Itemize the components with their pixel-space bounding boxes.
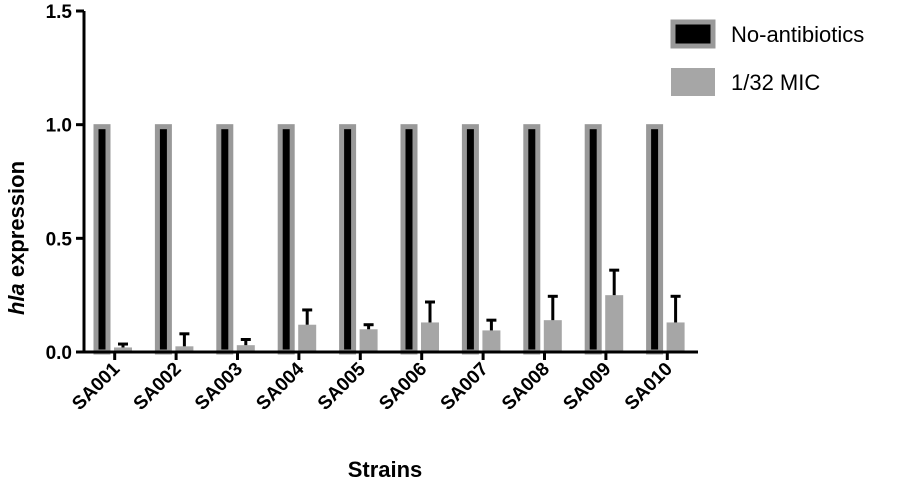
bar-no-antibiotics-sa002 xyxy=(154,124,172,355)
bar-1-32-mic-sa001 xyxy=(114,347,132,352)
legend-swatch-no-antibiotics xyxy=(670,19,716,49)
bar-no-antibiotics-sa010 xyxy=(646,124,664,355)
bar-1-32-mic-sa007 xyxy=(482,330,501,352)
y-tick-label: 0.0 xyxy=(46,343,72,364)
bar-no-antibiotics-sa001 xyxy=(93,124,111,355)
bar-no-antibiotics-sa006 xyxy=(400,124,418,355)
y-tick-label: 1.5 xyxy=(46,2,73,23)
y-axis-title: hla expression xyxy=(4,161,29,315)
x-tick-label-sa006: SA006 xyxy=(375,359,431,415)
x-tick-label-sa005: SA005 xyxy=(314,358,370,414)
x-tick-label-sa008: SA008 xyxy=(498,359,554,415)
x-tick-label-sa004: SA004 xyxy=(252,358,308,414)
x-tick-label-sa002: SA002 xyxy=(130,359,186,415)
bar-no-antibiotics-sa005 xyxy=(339,124,357,355)
y-tick-label: 1.0 xyxy=(46,116,72,137)
bar-no-antibiotics-sa003 xyxy=(216,124,234,355)
bar-1-32-mic-sa003 xyxy=(236,345,255,352)
bar-1-32-mic-sa005 xyxy=(359,329,378,352)
bar-no-antibiotics-sa004 xyxy=(277,124,295,355)
bar-no-antibiotics-sa008 xyxy=(523,124,541,355)
x-tick-label-sa009: SA009 xyxy=(559,359,615,415)
bar-1-32-mic-sa008 xyxy=(543,320,562,352)
bar-1-32-mic-sa009 xyxy=(605,295,624,352)
x-axis-title: Strains xyxy=(348,457,423,482)
plot-area xyxy=(93,124,685,355)
bar-1-32-mic-sa004 xyxy=(298,324,317,352)
y-axis: 0.0 0.5 1.0 1.5 xyxy=(46,2,86,364)
legend-label-no-antibiotics: No-antibiotics xyxy=(731,22,864,47)
legend-label-1-32-mic: 1/32 MIC xyxy=(731,70,820,95)
x-tick-label-sa003: SA003 xyxy=(191,359,247,415)
bar-1-32-mic-sa010 xyxy=(666,322,685,352)
bar-no-antibiotics-sa007 xyxy=(461,124,479,355)
x-tick-label-sa010: SA010 xyxy=(621,359,677,415)
y-tick-label: 0.5 xyxy=(46,229,73,250)
bar-no-antibiotics-sa009 xyxy=(584,124,602,355)
legend-swatch-1-32-mic xyxy=(671,68,715,96)
legend: No-antibiotics 1/32 MIC xyxy=(670,19,864,96)
bar-1-32-mic-sa002 xyxy=(175,346,194,352)
x-axis: SA001 SA002 SA003 SA004 SA005 SA006 SA007 SA008… xyxy=(68,350,698,415)
bar-1-32-mic-sa006 xyxy=(421,322,439,352)
x-tick-label-sa001: SA001 xyxy=(68,358,124,414)
x-tick-label-sa007: SA007 xyxy=(437,359,493,415)
